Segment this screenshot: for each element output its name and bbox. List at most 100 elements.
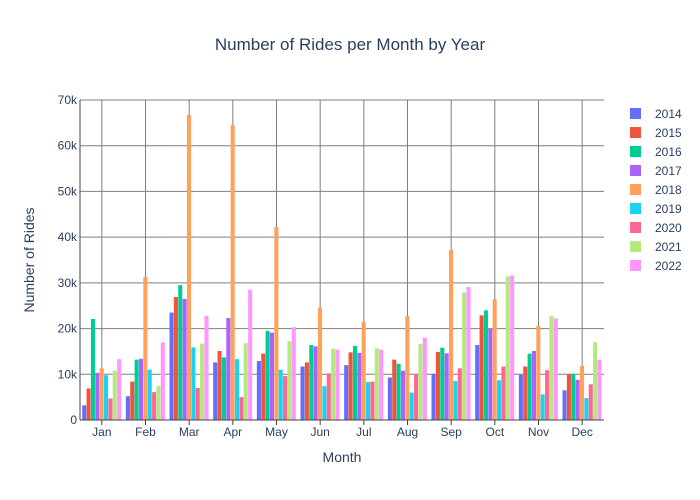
- bar-2016-Sep[interactable]: [440, 347, 445, 420]
- bar-2016-Nov[interactable]: [527, 353, 532, 420]
- bar-2014-Sep[interactable]: [431, 373, 436, 420]
- bar-2014-Feb[interactable]: [125, 396, 130, 420]
- bar-2021-Mar[interactable]: [200, 343, 205, 420]
- bar-2018-Oct[interactable]: [492, 299, 497, 420]
- bar-2016-Apr[interactable]: [221, 357, 226, 420]
- bar-2014-May[interactable]: [256, 361, 261, 420]
- bar-2015-May[interactable]: [261, 353, 266, 420]
- bar-2015-Dec[interactable]: [566, 374, 571, 420]
- bar-2016-Feb[interactable]: [134, 359, 139, 420]
- bar-2021-Nov[interactable]: [549, 315, 554, 420]
- legend-item-2018[interactable]: 2018: [630, 183, 682, 197]
- bar-2018-Nov[interactable]: [536, 325, 541, 420]
- bar-2018-Feb[interactable]: [143, 276, 148, 420]
- bar-2016-Dec[interactable]: [571, 373, 576, 420]
- bar-2020-Jan[interactable]: [108, 398, 113, 420]
- bar-2019-Jan[interactable]: [104, 375, 109, 420]
- bar-2022-Jul[interactable]: [379, 349, 384, 420]
- bar-2021-Jul[interactable]: [374, 348, 379, 420]
- bar-2021-May[interactable]: [287, 341, 292, 420]
- bar-2017-Jan[interactable]: [95, 372, 100, 420]
- bar-2020-Nov[interactable]: [545, 370, 550, 420]
- bar-2022-Dec[interactable]: [597, 359, 602, 420]
- bar-2016-Oct[interactable]: [483, 310, 488, 420]
- bar-2017-Aug[interactable]: [400, 370, 406, 420]
- bar-2019-Dec[interactable]: [584, 398, 589, 420]
- bar-2022-Aug[interactable]: [422, 337, 427, 420]
- legend-item-2022[interactable]: 2022: [630, 259, 682, 273]
- bar-2018-May[interactable]: [274, 227, 279, 420]
- bar-2017-Nov[interactable]: [531, 350, 537, 420]
- bar-2020-Apr[interactable]: [239, 397, 244, 420]
- bar-2020-Oct[interactable]: [501, 366, 506, 420]
- bar-2018-Mar[interactable]: [186, 115, 192, 420]
- bar-2019-Nov[interactable]: [540, 394, 545, 420]
- bar-2015-Feb[interactable]: [130, 381, 135, 420]
- bar-2020-Dec[interactable]: [588, 384, 593, 420]
- legend-item-2017[interactable]: 2017: [630, 164, 682, 178]
- bar-2018-Jun[interactable]: [317, 307, 323, 420]
- bar-2022-Oct[interactable]: [510, 275, 515, 420]
- bar-2015-Jun[interactable]: [304, 362, 309, 420]
- bar-2017-Jun[interactable]: [313, 346, 318, 420]
- bar-2022-Apr[interactable]: [248, 289, 253, 420]
- bar-2018-Jul[interactable]: [361, 321, 366, 420]
- bar-2021-Apr[interactable]: [243, 343, 248, 420]
- bar-2020-Sep[interactable]: [457, 368, 462, 420]
- bar-2019-Mar[interactable]: [191, 347, 196, 420]
- bar-2022-Jun[interactable]: [335, 349, 340, 420]
- bar-2017-May[interactable]: [269, 332, 275, 420]
- bar-2021-Jan[interactable]: [112, 370, 117, 420]
- bar-2014-Nov[interactable]: [518, 374, 523, 420]
- bar-2019-Jun[interactable]: [322, 386, 327, 420]
- bar-2019-Apr[interactable]: [235, 359, 240, 420]
- bar-2019-May[interactable]: [278, 369, 283, 420]
- bar-2018-Sep[interactable]: [448, 249, 454, 420]
- bar-2015-Jul[interactable]: [348, 352, 353, 420]
- bar-2022-Feb[interactable]: [160, 342, 165, 420]
- bar-2021-Jun[interactable]: [331, 348, 336, 420]
- bar-2021-Feb[interactable]: [156, 386, 161, 420]
- bar-2017-Mar[interactable]: [182, 298, 187, 420]
- bar-2014-Apr[interactable]: [213, 362, 218, 420]
- bar-2015-Sep[interactable]: [435, 351, 440, 420]
- bar-2015-Jan[interactable]: [86, 388, 91, 420]
- bar-2014-Oct[interactable]: [475, 345, 480, 420]
- legend-item-2015[interactable]: 2015: [630, 126, 682, 140]
- bar-2018-Dec[interactable]: [579, 366, 585, 420]
- bar-2019-Aug[interactable]: [409, 392, 414, 420]
- legend-item-2019[interactable]: 2019: [630, 202, 682, 216]
- legend[interactable]: 2014 2015 2016 2017 2018 2019 2020 2021 2022: [630, 107, 682, 273]
- bar-2022-Mar[interactable]: [204, 315, 209, 420]
- bar-2019-Oct[interactable]: [497, 380, 502, 420]
- bar-2018-Jan[interactable]: [99, 368, 104, 420]
- bar-2015-Oct[interactable]: [479, 315, 484, 420]
- bar-2021-Oct[interactable]: [505, 276, 510, 420]
- legend-item-2014[interactable]: 2014: [630, 107, 682, 121]
- bar-2018-Aug[interactable]: [405, 316, 410, 420]
- bar-2020-Aug[interactable]: [414, 374, 419, 420]
- bar-2015-Apr[interactable]: [217, 350, 222, 420]
- bar-2020-May[interactable]: [283, 376, 288, 420]
- bar-2022-Nov[interactable]: [553, 318, 558, 420]
- bar-2017-Oct[interactable]: [488, 329, 493, 420]
- bar-2017-Dec[interactable]: [575, 379, 580, 420]
- bar-2021-Sep[interactable]: [462, 292, 467, 420]
- bar-2014-Jan[interactable]: [82, 405, 87, 420]
- bar-2014-Dec[interactable]: [562, 390, 567, 420]
- bar-2017-Jul[interactable]: [357, 352, 362, 420]
- legend-item-2016[interactable]: 2016: [630, 145, 682, 159]
- bar-2017-Sep[interactable]: [444, 353, 449, 420]
- bar-2019-Sep[interactable]: [453, 381, 458, 420]
- bar-2015-Aug[interactable]: [392, 359, 397, 420]
- bar-2022-Jan[interactable]: [117, 359, 122, 420]
- bar-2020-Jun[interactable]: [326, 373, 331, 420]
- legend-item-2020[interactable]: 2020: [630, 221, 682, 235]
- bar-2017-Feb[interactable]: [138, 358, 144, 420]
- bar-2016-Aug[interactable]: [396, 363, 401, 420]
- bar-2016-Jun[interactable]: [309, 345, 314, 420]
- bar-2022-Sep[interactable]: [466, 286, 471, 420]
- legend-item-2021[interactable]: 2021: [630, 240, 682, 254]
- bar-2016-Jan[interactable]: [90, 318, 95, 420]
- bar-2020-Mar[interactable]: [195, 388, 200, 420]
